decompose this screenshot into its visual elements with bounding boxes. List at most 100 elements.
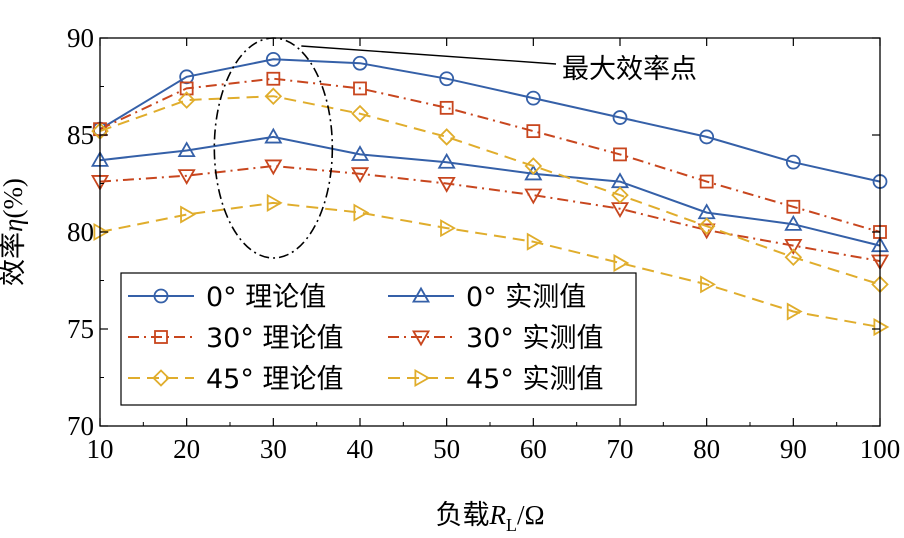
x-tick-label: 10 xyxy=(87,434,114,464)
x-tick-label: 20 xyxy=(173,434,200,464)
legend-label: 45° 实测值 xyxy=(466,364,603,395)
data-point-diamond xyxy=(351,104,369,123)
legend-item-5: 45° 实测值 xyxy=(388,364,603,395)
y-tick-label: 75 xyxy=(67,314,94,344)
y-tick-label: 85 xyxy=(67,120,94,150)
y-tick-label: 90 xyxy=(67,23,94,53)
series-line xyxy=(99,135,881,247)
data-point-diamond xyxy=(177,91,196,109)
legend-item-1: 0° 实测值 xyxy=(388,282,586,313)
data-point-circle xyxy=(525,90,541,106)
data-point-diamond xyxy=(437,128,456,146)
data-point-square xyxy=(613,147,627,162)
annotation-leader-line xyxy=(301,45,557,65)
data-point-triangle-up xyxy=(437,152,456,169)
data-point-triangle-down xyxy=(784,239,803,255)
data-point-triangle-down xyxy=(437,176,456,193)
x-tick-label: 30 xyxy=(260,434,287,464)
legend-item-4: 45° 理论值 xyxy=(128,364,343,395)
legend-marker-triangle-right xyxy=(414,368,431,388)
data-point-triangle-up xyxy=(350,145,370,161)
series-line xyxy=(99,164,881,263)
data-point-square xyxy=(266,71,281,86)
legend-marker-triangle-up xyxy=(411,286,431,303)
x-axis-label-var: R xyxy=(488,500,506,530)
y-axis-label-unit: (%) xyxy=(0,178,28,218)
data-point-triangle-down xyxy=(350,167,370,184)
x-tick-label: 60 xyxy=(520,434,547,464)
x-axis-label-unit: /Ω xyxy=(517,500,545,530)
legend: 0° 理论值 0° 实测值 30° 理论值 30° 实测值 45° 理论值 45° 实测值 xyxy=(120,272,637,406)
legend-label: 30° 实测值 xyxy=(466,323,603,354)
x-tick-label: 40 xyxy=(347,434,374,464)
max-efficiency-annotation: 最大效率点 xyxy=(213,37,697,259)
axis-ticks-layer: 10 20 30 40 50 60 70 80 90 100 70 75 80 85 90 xyxy=(67,23,900,464)
data-point-square xyxy=(179,81,194,96)
annotation-ellipse xyxy=(213,37,334,259)
data-point-triangle-right xyxy=(93,222,110,242)
data-point-triangle-up xyxy=(264,127,283,144)
data-point-circle xyxy=(785,154,801,170)
data-point-triangle-right xyxy=(613,253,630,273)
data-point-diamond xyxy=(697,217,716,235)
legend-label: 45° 理论值 xyxy=(206,364,343,395)
x-tick-label: 50 xyxy=(433,434,460,464)
legend-marker-triangle-down xyxy=(411,330,431,347)
data-point-triangle-right xyxy=(266,193,283,212)
y-tick-label: 70 xyxy=(67,411,94,441)
data-point-triangle-right xyxy=(786,302,803,321)
legend-item-2: 30° 理论值 xyxy=(128,323,343,354)
data-point-triangle-up xyxy=(524,164,543,181)
series-5 xyxy=(93,193,890,337)
x-tick-label: 90 xyxy=(780,434,807,464)
data-point-square xyxy=(439,100,454,115)
series-1 xyxy=(90,127,890,253)
y-tick-label: 80 xyxy=(67,217,94,247)
x-tick-label: 100 xyxy=(860,434,901,464)
x-tick-label: 80 xyxy=(693,434,720,464)
legend-item-3: 30° 实测值 xyxy=(388,323,603,354)
y-axis-label-prefix: 效率 xyxy=(0,232,29,286)
legend-label: 0° 实测值 xyxy=(466,282,586,313)
y-axis-label-var: η xyxy=(0,219,28,232)
annotation-text: 最大效率点 xyxy=(562,54,697,85)
x-tick-label: 70 xyxy=(607,434,634,464)
legend-marker-diamond xyxy=(152,369,170,387)
series-line xyxy=(99,95,881,286)
data-point-diamond xyxy=(264,87,283,105)
data-point-triangle-up xyxy=(784,214,803,231)
data-point-triangle-right xyxy=(353,203,370,222)
data-point-square xyxy=(526,124,541,139)
data-point-triangle-down xyxy=(524,188,543,205)
data-point-diamond xyxy=(524,157,543,175)
legend-marker-square xyxy=(154,330,168,344)
data-point-square xyxy=(786,199,801,214)
series-line xyxy=(99,58,881,183)
data-point-triangle-right xyxy=(526,232,543,251)
data-point-circle xyxy=(439,71,455,87)
data-point-triangle-up xyxy=(177,141,196,158)
data-point-triangle-right xyxy=(700,275,716,294)
data-point-square xyxy=(353,81,367,96)
data-point-square xyxy=(699,174,714,189)
data-point-triangle-down xyxy=(264,159,283,176)
legend-box xyxy=(120,272,637,406)
data-point-circle xyxy=(265,51,281,67)
data-point-triangle-right xyxy=(180,205,196,224)
data-point-circle xyxy=(612,110,628,125)
x-axis-label: 负载RL/Ω xyxy=(435,500,544,535)
y-axis-label: 效率η(%) xyxy=(0,178,29,286)
legend-marker-circle xyxy=(153,288,169,304)
data-point-diamond xyxy=(611,186,629,204)
data-point-triangle-right xyxy=(873,318,890,337)
data-point-triangle-right xyxy=(440,219,456,238)
legend-label: 30° 理论值 xyxy=(206,323,343,354)
data-point-triangle-down xyxy=(177,169,196,186)
series-3 xyxy=(90,159,890,271)
data-point-circle xyxy=(352,55,368,71)
data-point-diamond xyxy=(784,248,803,266)
x-axis-label-sub: L xyxy=(506,515,517,535)
legend-label: 0° 理论值 xyxy=(206,282,326,313)
data-point-circle xyxy=(699,129,715,145)
